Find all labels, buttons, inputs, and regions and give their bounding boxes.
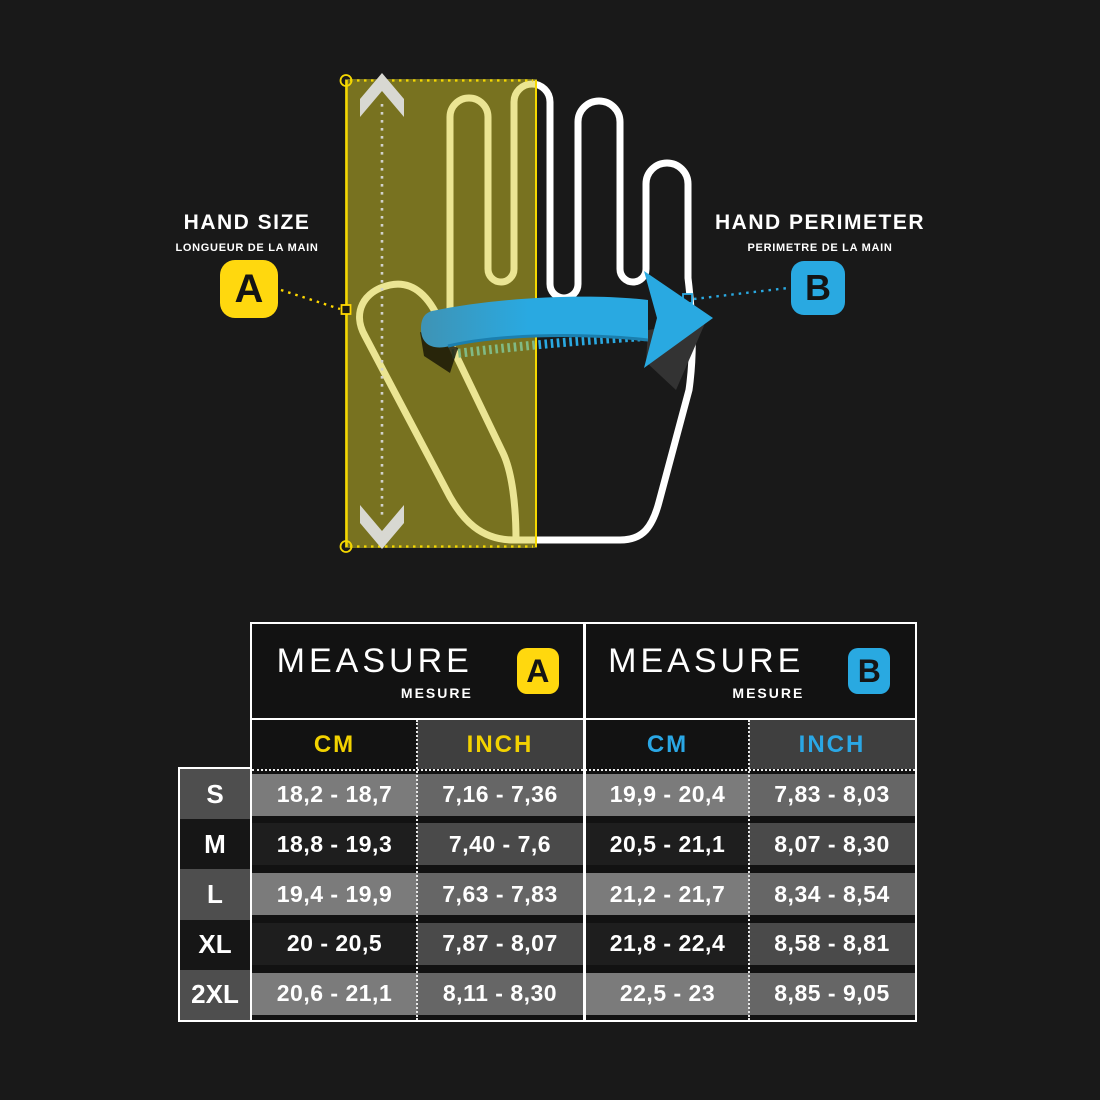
cell-a-inch: 8,11 - 8,30 bbox=[417, 972, 583, 1015]
hand-size-subtitle: LONGUEUR DE LA MAIN bbox=[175, 242, 319, 254]
cell-a-cm: 18,8 - 19,3 bbox=[252, 823, 417, 866]
measure-b-subtitle: MESURE bbox=[732, 684, 805, 701]
cell-a-inch: 7,40 - 7,6 bbox=[417, 823, 583, 866]
size-label: 2XL bbox=[180, 969, 250, 1020]
arrow-down-chevron bbox=[360, 505, 404, 549]
cell-b-inch: 8,85 - 9,05 bbox=[749, 972, 915, 1015]
table-row: 18,8 - 19,3 7,40 - 7,6 20,5 - 21,1 8,07 … bbox=[252, 821, 915, 871]
connector-a bbox=[280, 288, 341, 311]
measure-table: MEASURE MESURE A MEASURE MESURE B CM INC… bbox=[250, 622, 917, 1022]
cell-b-cm: 20,5 - 21,1 bbox=[586, 823, 749, 866]
size-label: XL bbox=[180, 919, 250, 970]
cell-b-inch: 8,07 - 8,30 bbox=[749, 823, 915, 866]
cell-b-inch: 7,83 - 8,03 bbox=[749, 773, 915, 816]
table-row: 18,2 - 18,7 7,16 - 7,36 19,9 - 20,4 7,83… bbox=[252, 771, 915, 821]
table-header: MEASURE MESURE A MEASURE MESURE B bbox=[252, 624, 915, 720]
size-label: S bbox=[180, 769, 250, 820]
unit-b-inch: INCH bbox=[749, 720, 915, 769]
size-label: M bbox=[180, 819, 250, 870]
cell-b-cm: 19,9 - 20,4 bbox=[586, 773, 749, 816]
cell-b-inch: 8,58 - 8,81 bbox=[749, 922, 915, 965]
table-row: 20,6 - 21,1 8,11 - 8,30 22,5 - 23 8,85 -… bbox=[252, 970, 915, 1020]
cell-a-cm: 20,6 - 21,1 bbox=[252, 972, 417, 1015]
measure-b-badge: B bbox=[791, 261, 845, 315]
size-label-column: S M L XL 2XL bbox=[178, 767, 252, 1022]
hand-size-label: HAND SIZE LONGUEUR DE LA MAIN bbox=[137, 211, 357, 254]
measure-b-title: MEASURE bbox=[608, 641, 805, 680]
cm-inch-divider-b bbox=[748, 720, 750, 1020]
cell-a-inch: 7,63 - 7,83 bbox=[417, 873, 583, 916]
unit-b-cm: CM bbox=[646, 730, 689, 758]
measure-a-title: MEASURE bbox=[276, 641, 473, 680]
unit-a-cm: CM bbox=[313, 730, 356, 758]
unit-a-inch: INCH bbox=[417, 720, 583, 769]
marker-a bbox=[340, 304, 352, 315]
connector-b bbox=[693, 286, 789, 301]
cell-a-cm: 19,4 - 19,9 bbox=[252, 873, 417, 916]
cell-a-inch: 7,87 - 8,07 bbox=[417, 922, 583, 965]
cell-b-inch: 8,34 - 8,54 bbox=[749, 873, 915, 916]
hand-perimeter-title: HAND PERIMETER bbox=[714, 211, 925, 234]
measure-a-header: MEASURE MESURE A bbox=[252, 624, 584, 718]
hand-perimeter-label: HAND PERIMETER PERIMETRE DE LA MAIN bbox=[710, 211, 930, 254]
size-chart-table: MEASURE MESURE A MEASURE MESURE B CM INC… bbox=[178, 622, 918, 1022]
size-label: L bbox=[180, 869, 250, 920]
cell-a-cm: 20 - 20,5 bbox=[252, 922, 417, 965]
hand-perimeter-subtitle: PERIMETRE DE LA MAIN bbox=[747, 242, 893, 254]
arrow-up-chevron bbox=[360, 73, 404, 117]
cell-a-inch: 7,16 - 7,36 bbox=[417, 773, 583, 816]
cell-b-cm: 21,2 - 21,7 bbox=[586, 873, 749, 916]
measure-b-header: MEASURE MESURE B bbox=[584, 624, 916, 718]
measure-a-subtitle: MESURE bbox=[400, 684, 473, 701]
hand-size-title: HAND SIZE bbox=[183, 211, 311, 234]
cell-b-cm: 22,5 - 23 bbox=[586, 972, 749, 1015]
measure-a-badge: A bbox=[220, 260, 278, 318]
arrow-band-edge bbox=[447, 333, 649, 348]
cell-a-cm: 18,2 - 18,7 bbox=[252, 773, 417, 816]
section-divider bbox=[583, 624, 586, 1020]
perimeter-arrow bbox=[421, 271, 713, 368]
measure-a-header-badge: A bbox=[516, 648, 559, 694]
cm-inch-divider-a bbox=[416, 720, 418, 1020]
table-row: 20 - 20,5 7,87 - 8,07 21,8 - 22,4 8,58 -… bbox=[252, 920, 915, 970]
table-row: 19,4 - 19,9 7,63 - 7,83 21,2 - 21,7 8,34… bbox=[252, 871, 915, 921]
measure-b-header-badge: B bbox=[848, 648, 891, 694]
cell-b-cm: 21,8 - 22,4 bbox=[586, 922, 749, 965]
